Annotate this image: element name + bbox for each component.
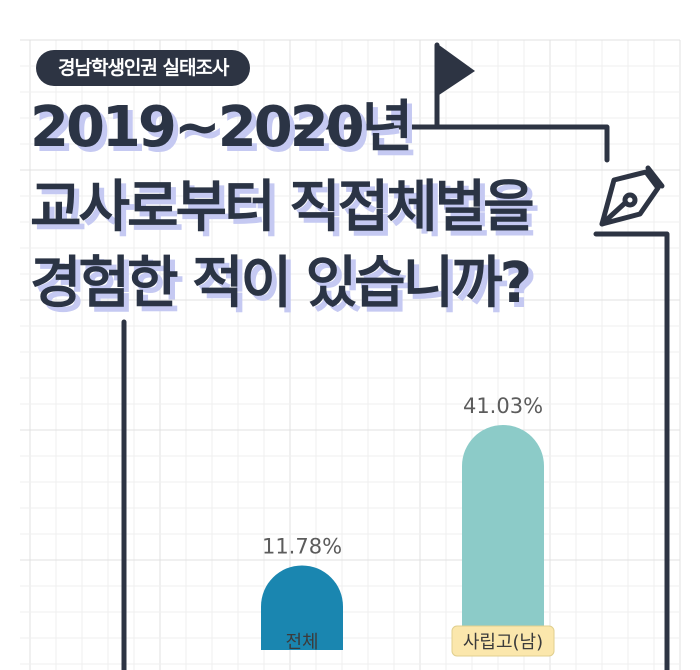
category-labels: 전체 사립고(남) — [285, 625, 555, 657]
grid — [20, 39, 681, 670]
flag-icon — [434, 42, 475, 130]
category-highlight — [451, 625, 555, 657]
frame-line-top — [293, 124, 610, 163]
fountain-pen-icon — [599, 165, 665, 227]
title-line-3: 경험한 적이 있습니까? — [30, 251, 532, 316]
category-label: 사립고(남) — [463, 632, 543, 653]
bar-1 — [261, 565, 343, 650]
bar-value-label: 11.78% — [262, 534, 342, 558]
frame-line-right — [593, 231, 670, 670]
bar-2 — [462, 425, 544, 650]
bar-value-label: 41.03% — [463, 394, 543, 418]
frame-lines — [121, 124, 670, 670]
title-line-2: 교사로부터 직접체벌을 — [30, 175, 535, 240]
bars — [261, 425, 544, 650]
category-label: 전체 — [285, 632, 318, 653]
bar-value-labels: 11.78% 41.03% — [262, 394, 543, 558]
title-line-1: 2019~2020년 — [30, 95, 413, 160]
survey-badge: 경남학생인권 실태조사 — [36, 50, 251, 86]
